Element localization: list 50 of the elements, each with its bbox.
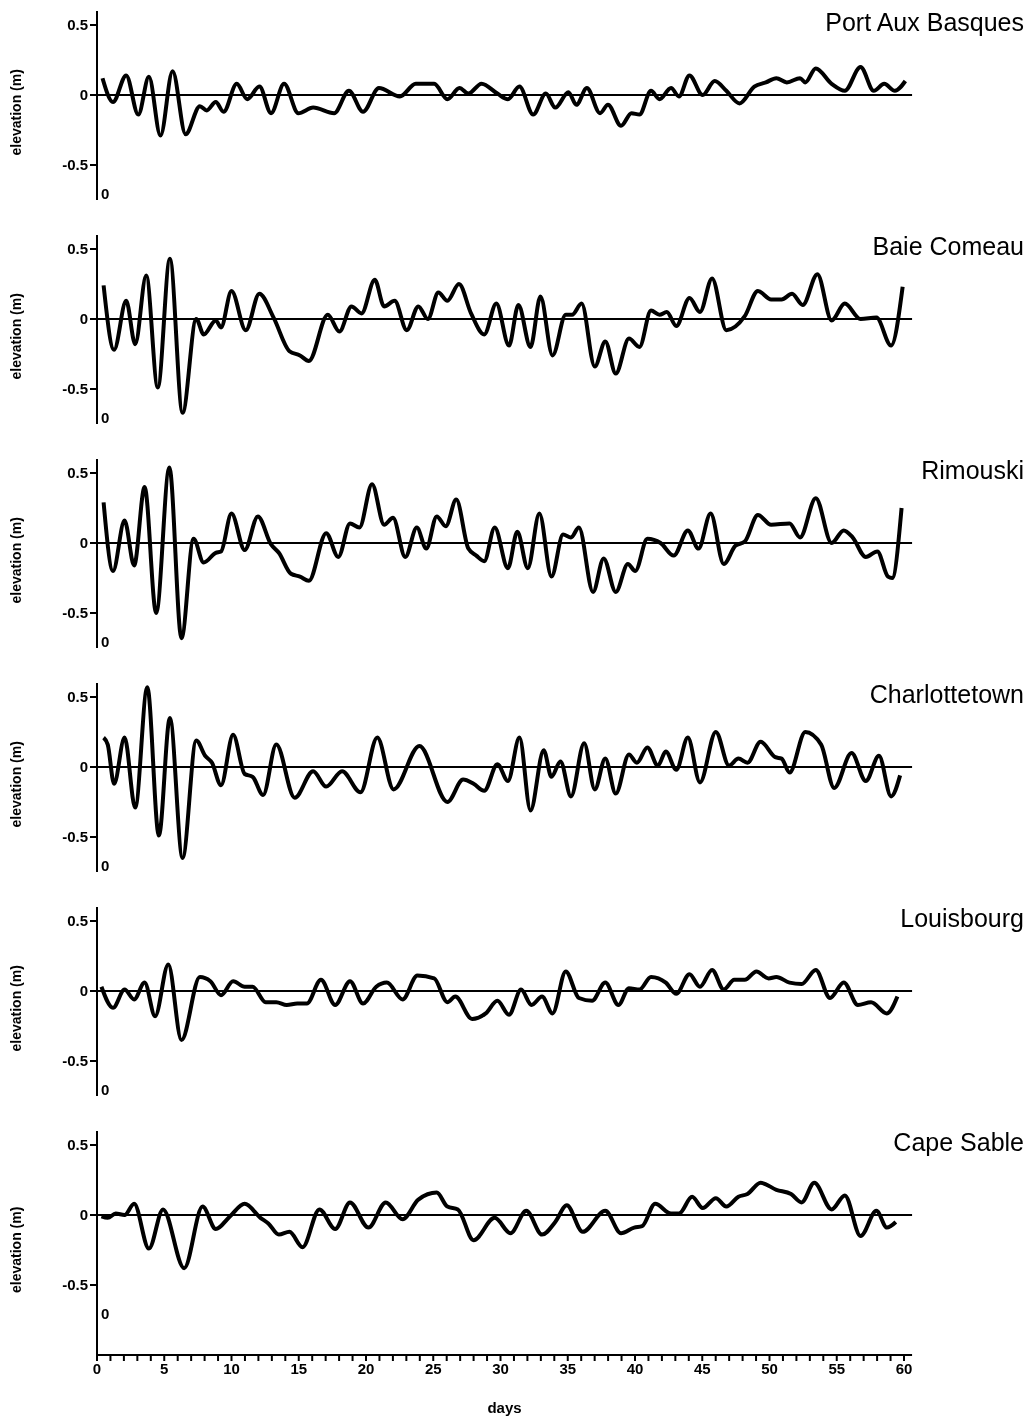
text: Rimouski <box>921 456 1024 485</box>
y-tick-label: 0 <box>79 86 88 104</box>
y-tick-label: -0.5 <box>62 380 88 398</box>
y-axis-title: elevation (m) <box>7 1206 24 1293</box>
x-tick-label: 60 <box>895 1359 913 1377</box>
y-tick-label: 0.5 <box>67 1136 88 1154</box>
y-tick-label: 0 <box>79 310 88 328</box>
x-tick-label: 35 <box>559 1359 577 1377</box>
y-tick-label: 0.5 <box>67 16 88 34</box>
annotation: 0 <box>101 633 110 650</box>
annotation: 0 <box>101 409 110 426</box>
x-tick-label: 0 <box>92 1359 102 1377</box>
y-tick-label: 0.5 <box>67 912 88 930</box>
y-tick-label: 0 <box>79 1206 88 1224</box>
annotation: 0 <box>101 1081 110 1098</box>
y-axis-title: elevation (m) <box>7 741 24 828</box>
x-tick-label: 20 <box>357 1359 375 1377</box>
x-tick-label: 45 <box>693 1359 711 1377</box>
annotation: 0 <box>101 857 110 874</box>
x-tick-label: 15 <box>290 1359 308 1377</box>
y-tick-label: -0.5 <box>62 828 88 846</box>
x-tick-label: 5 <box>160 1359 169 1377</box>
chart-title: Cape Sable <box>893 1128 1024 1157</box>
y-axis-title: elevation (m) <box>7 69 24 156</box>
chart-title: Baie Comeau <box>872 232 1024 261</box>
x-tick-label: 40 <box>626 1359 644 1377</box>
x-tick-label: 25 <box>424 1359 442 1377</box>
y-axis-title: elevation (m) <box>7 517 24 604</box>
annotation: 0 <box>101 1305 110 1322</box>
chart-title: Charlottetown <box>869 680 1024 709</box>
y-tick-label: -0.5 <box>62 1052 88 1070</box>
y-tick-label: -0.5 <box>62 1276 88 1294</box>
x-axis-title: days <box>487 1399 522 1416</box>
y-tick-label: 0 <box>79 758 88 776</box>
x-tick-label: 55 <box>828 1359 846 1377</box>
x-tick-label: 50 <box>761 1359 778 1377</box>
y-axis-title: elevation (m) <box>7 293 24 380</box>
x-tick-label: 30 <box>492 1359 509 1377</box>
y-tick-label: 0.5 <box>67 464 88 482</box>
y-tick-label: 0 <box>79 982 88 1000</box>
y-tick-label: -0.5 <box>62 156 88 174</box>
y-tick-label: 0.5 <box>67 688 88 706</box>
y-tick-label: -0.5 <box>62 604 88 622</box>
y-tick-label: 0 <box>79 534 88 552</box>
y-axis-title: elevation (m) <box>7 965 24 1052</box>
chart-title: Port Aux Basques <box>825 8 1024 37</box>
x-tick-label: 10 <box>223 1359 240 1377</box>
y-tick-label: 0.5 <box>67 240 88 258</box>
text: Louisbourg <box>900 904 1024 933</box>
annotation: 0 <box>101 185 110 202</box>
